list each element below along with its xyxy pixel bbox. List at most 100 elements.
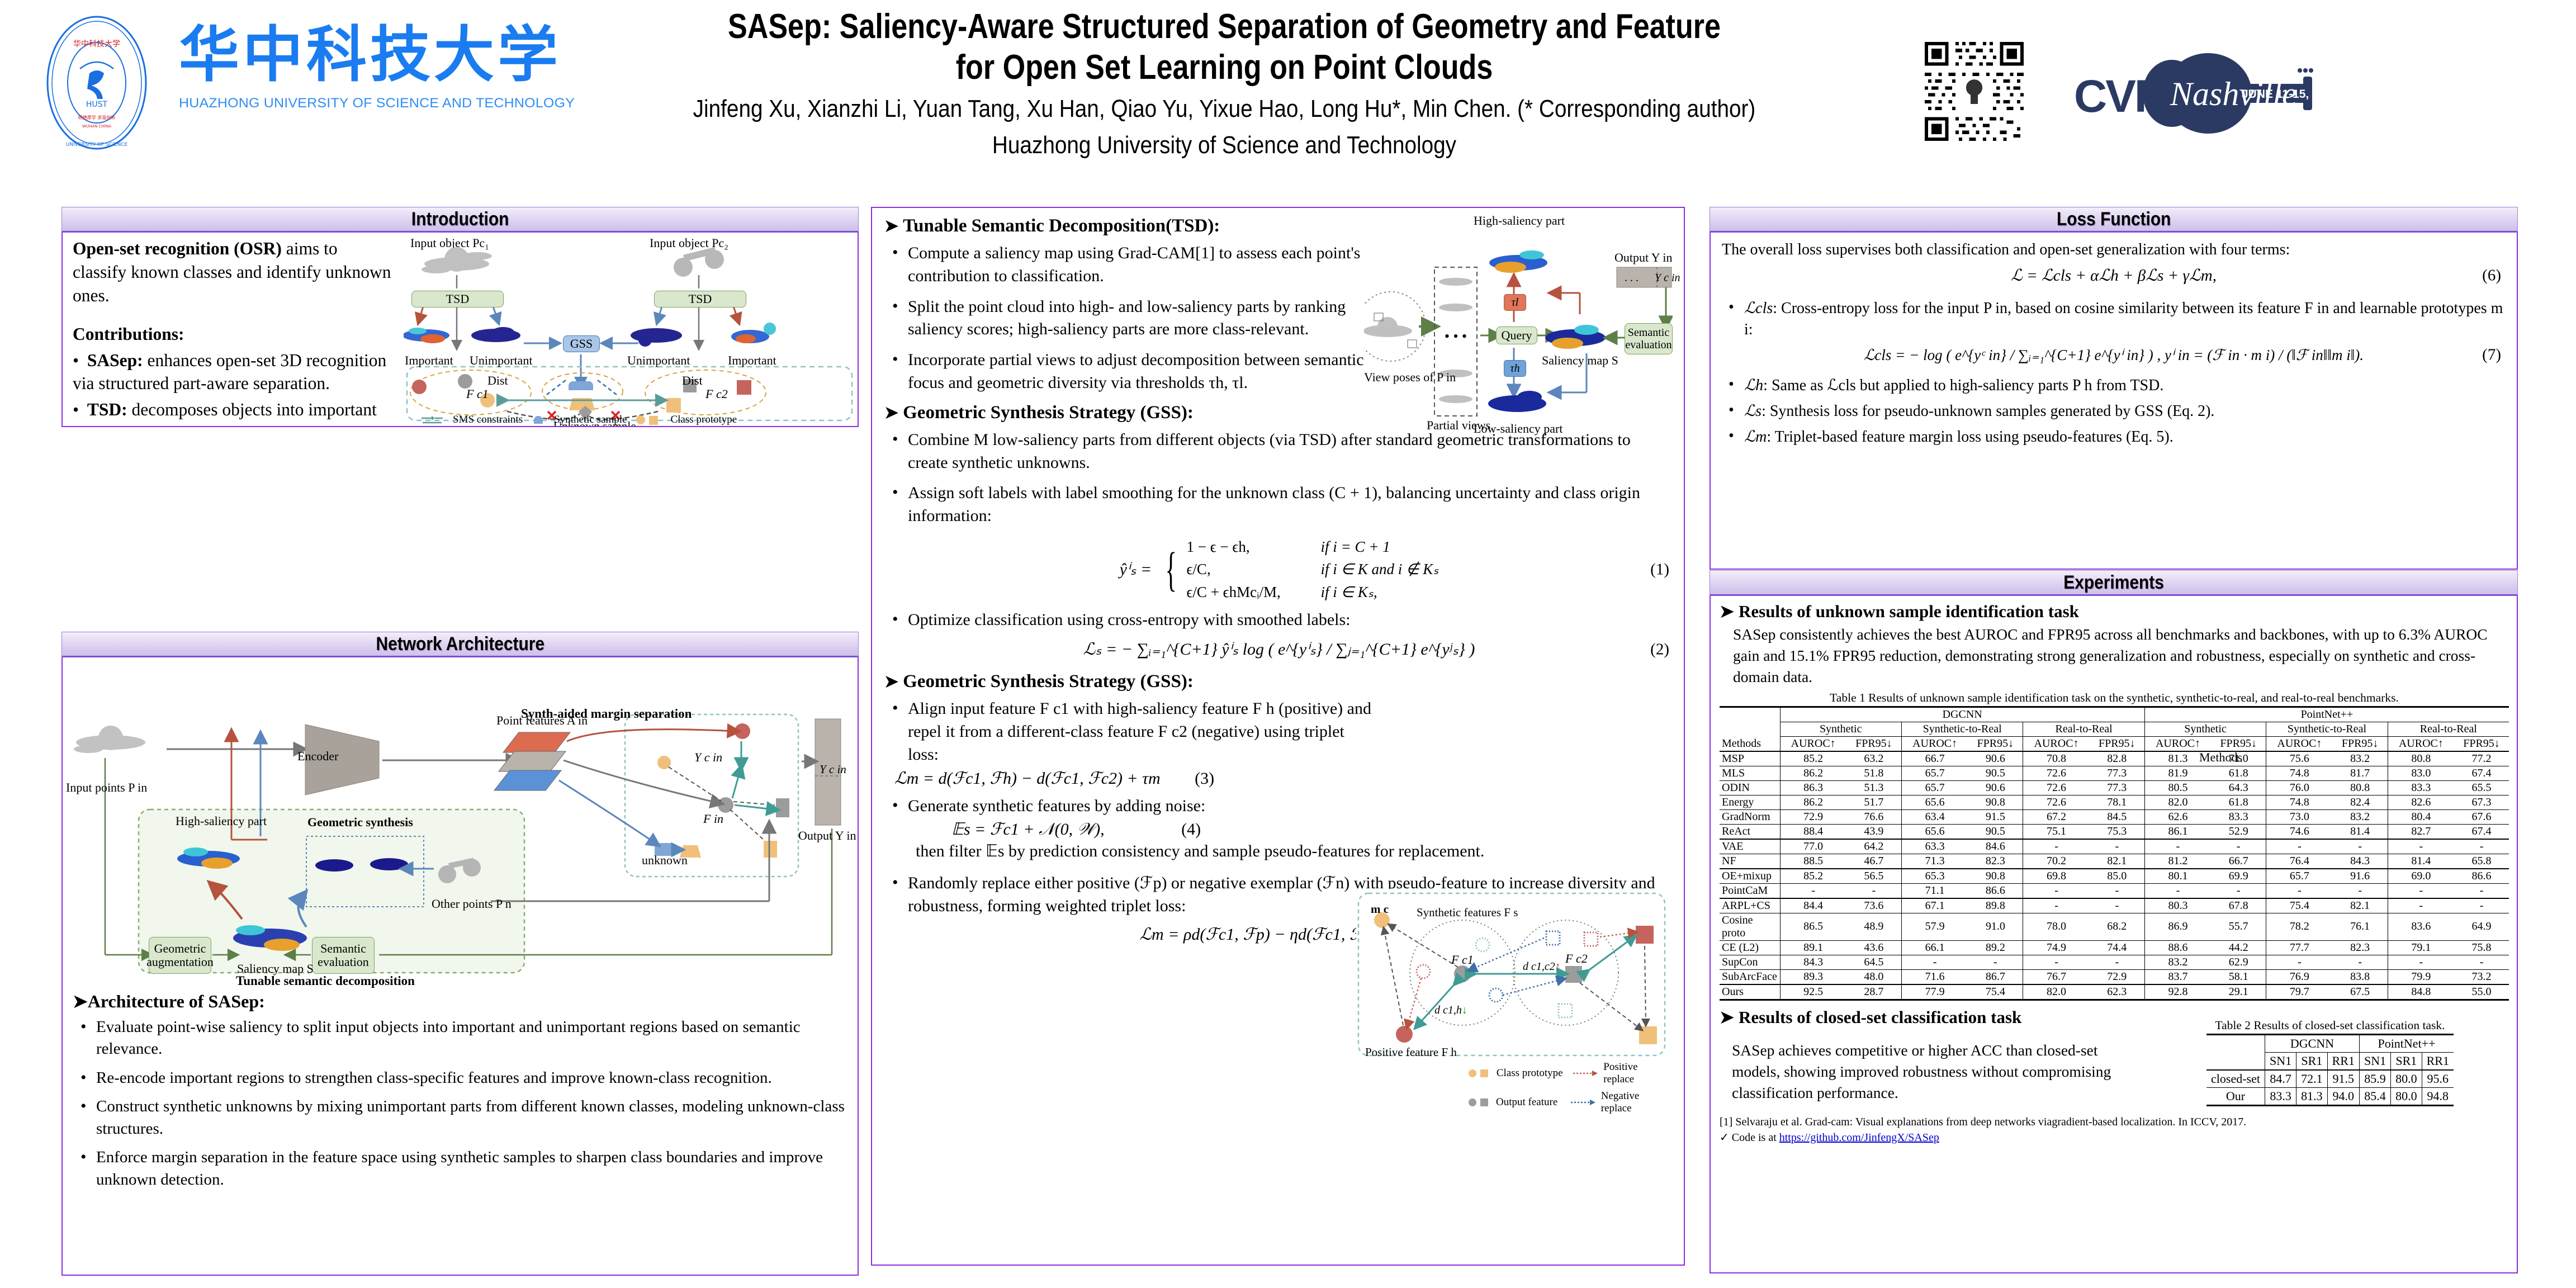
introduction-heading-label: Introduction bbox=[411, 208, 509, 230]
table1-cell: 63.2 bbox=[1864, 752, 1884, 765]
network-architecture-heading-label: Network Architecture bbox=[376, 633, 544, 655]
table1-cell: 81.4 bbox=[2350, 825, 2370, 837]
table1-metric-row: Methods AUROC↑ FPR95↓ AUROC↑ FPR95↓ AURO… bbox=[1720, 736, 2509, 751]
gss-box: GSS bbox=[563, 335, 600, 352]
panel-loss-function: Loss Function The overall loss supervise… bbox=[1710, 207, 2518, 570]
gss1-section-title: ➤ Geometric Synthesis Strategy (GSS): bbox=[884, 402, 1674, 423]
svg-text:HUST: HUST bbox=[86, 100, 108, 109]
code-repo-link[interactable]: https://github.com/JinfengX/SASep bbox=[1779, 1131, 1939, 1144]
table1-cell: 82.1 bbox=[2107, 854, 2127, 867]
page-title-line2: for Open Set Learning on Point Clouds bbox=[955, 48, 1493, 87]
table1-cell: 65.7 bbox=[1901, 766, 1968, 781]
table1-cell: 80.1 bbox=[2144, 868, 2212, 884]
table1-cell: 74.6 bbox=[2266, 824, 2333, 839]
table-row: PointCaM - -71.1 86.6- - - - - - - - bbox=[1720, 883, 2509, 898]
table1-cell: 51.7 bbox=[1864, 795, 1884, 808]
table1-cell: 82.0 bbox=[2023, 984, 2090, 1000]
table1-cell: 73.2 bbox=[2471, 970, 2492, 983]
table2-subcol-0: SN1 bbox=[2264, 1052, 2296, 1070]
table1-cell: 80.4 bbox=[2387, 809, 2455, 825]
equation-7-number: (7) bbox=[2482, 345, 2501, 364]
loss-intro: The overall loss supervises both classif… bbox=[1722, 241, 2290, 258]
intro-lead-bold: Open-set recognition (OSR) bbox=[73, 239, 282, 258]
experiments-content: ➤ Results of unknown sample identificatio… bbox=[1711, 596, 2517, 1145]
table1-cell: 82.3 bbox=[2350, 941, 2370, 954]
fig-label-dist-left: Dist bbox=[487, 373, 508, 387]
table1-cell: 90.5 bbox=[1985, 766, 2005, 779]
table1-cell: - bbox=[2115, 899, 2119, 912]
positive-replace-icon bbox=[1573, 1071, 1598, 1076]
table1-cell: - bbox=[2479, 955, 2484, 968]
fig-label-f-c2: F c2 bbox=[705, 387, 728, 401]
table1-cell: 69.8 bbox=[2023, 868, 2090, 884]
table1-cell: - bbox=[2479, 884, 2484, 897]
gss1-section-title-label: Geometric Synthesis Strategy (GSS): bbox=[903, 402, 1194, 423]
gss-positive-feature-label: Positive feature F h bbox=[1365, 1045, 1457, 1059]
table2-cell: 81.3 bbox=[2296, 1087, 2328, 1106]
table1-cell: 64.5 bbox=[1864, 955, 1884, 968]
experiments-body: ➤ Results of unknown sample identificatio… bbox=[1710, 596, 2518, 1273]
table2-cell: 83.3 bbox=[2264, 1087, 2296, 1106]
table1-cell: 81.3 bbox=[2144, 751, 2212, 766]
gss1-bullet-1: Assign soft labels with label smoothing … bbox=[884, 481, 1674, 528]
table1-cell: 84.3 bbox=[2350, 854, 2370, 867]
gss-synthetic-features-label: Synthetic features F s bbox=[1417, 906, 1518, 919]
loss-bullet-1: ℒh: Same as ℒcls but applied to high-sal… bbox=[1722, 374, 2506, 396]
gss1-bullet-2: Optimize classification using cross-entr… bbox=[884, 608, 1674, 632]
table1-cell: 67.8 bbox=[2228, 899, 2248, 912]
loss-bullet-0-lead: ℒcls bbox=[1744, 299, 1773, 317]
footnote-code: ✓ Code is at https://github.com/JinfengX… bbox=[1720, 1130, 2509, 1145]
table-row: Energy 86.2 51.7 65.6 90.8 72.6 78.1 82.0 61.8 74… bbox=[1720, 795, 2509, 810]
table1-benchmark-1: Synthetic-to-Real bbox=[1901, 722, 2023, 737]
tsd-y-in-c-label: Y c in bbox=[1655, 272, 1680, 284]
y-in-c-label: Y c in bbox=[694, 750, 723, 764]
table1-cell: 76.1 bbox=[2350, 920, 2370, 933]
table1-method-name: Cosine proto bbox=[1722, 913, 1753, 939]
closed-task-heading: ➤ Results of closed-set classification ta… bbox=[1720, 1007, 2143, 1027]
table1-benchmark-3: Synthetic bbox=[2144, 722, 2266, 737]
table1-cell: 65.8 bbox=[2471, 854, 2492, 867]
tsd-tau-l-box: τl bbox=[1504, 294, 1526, 311]
table1-cell: 77.2 bbox=[2471, 752, 2492, 765]
equation-1-brace: { bbox=[1165, 542, 1177, 596]
table1-cell: - bbox=[2387, 955, 2455, 970]
experiments-heading: Experiments bbox=[1710, 570, 2518, 596]
table-row: ODIN 86.3 51.3 65.7 90.6 72.6 77.3 80.5 64.3 76.0… bbox=[1720, 780, 2509, 795]
semantic-evaluation-box: Semantic evaluation bbox=[312, 937, 375, 974]
overview-figure-legend: SMS constraints Synthetic sample Class p… bbox=[420, 413, 845, 426]
methods-body: ➤Tunable Semantic Decomposition(TSD): Co… bbox=[871, 207, 1685, 1266]
table1-cell: 89.1 bbox=[1779, 940, 1846, 955]
table1-cell: 61.8 bbox=[2228, 766, 2248, 779]
table1-cell: 44.2 bbox=[2228, 941, 2248, 954]
tsd-figure: • • • bbox=[1364, 214, 1680, 460]
hust-seal-icon: HUST 华中科技大学 明德厚学 求是创新 WUHAN CHINA UNIVER… bbox=[46, 16, 147, 150]
table1-cell: 48.0 bbox=[1864, 970, 1884, 983]
loss-bullet-2: ℒs: Synthesis loss for pseudo-unknown sa… bbox=[1722, 400, 2506, 422]
table1-cell: 51.8 bbox=[1864, 766, 1884, 779]
table1-cell: - bbox=[1779, 883, 1846, 898]
class-prototype-icon bbox=[636, 415, 659, 425]
table-row: closed-set 84.7 72.1 91.5 85.9 80.0 95.6 bbox=[2206, 1069, 2454, 1088]
table1-cell: 86.1 bbox=[2144, 824, 2212, 839]
qr-code-icon[interactable] bbox=[1925, 42, 2024, 141]
table1-cell: 66.7 bbox=[2228, 854, 2248, 867]
gss-f-c2-label: F c2 bbox=[1565, 951, 1588, 965]
svg-text:华中科技大学: 华中科技大学 bbox=[73, 40, 120, 49]
tsd-bullet-1: Split the point cloud into high- and low… bbox=[884, 295, 1376, 342]
table2-methods-header: Methods bbox=[2199, 750, 2242, 764]
table1-method-name: NF bbox=[1722, 854, 1736, 867]
gss2-bullet-0: Align input feature F c1 with high-salie… bbox=[884, 697, 1376, 766]
table1-cell: - bbox=[2358, 884, 2362, 897]
closed-set-table-col: Table 2 Results of closed-set classifica… bbox=[2151, 750, 2509, 1106]
table1-cell: - bbox=[2266, 883, 2333, 898]
tsd-figure-graphics: • • • bbox=[1364, 250, 1673, 416]
table1-cell: 88.5 bbox=[1779, 854, 1846, 869]
equation-4-body: 𝔼s = ℱc1 + 𝒩(0, 𝒲), bbox=[951, 820, 1105, 839]
table1-cell: 62.3 bbox=[2107, 985, 2127, 998]
table2-head: DGCNN PointNet++ SN1 SR1 RR1 SN1 SR1 RR1 bbox=[2206, 1034, 2454, 1070]
equation-4-followup: then filter 𝔼s by prediction consistency… bbox=[916, 842, 1485, 861]
svg-text:CVPR: CVPR bbox=[2074, 71, 2196, 122]
table1-metric-down-1: FPR95↓ bbox=[1977, 737, 2014, 750]
experiments-heading-label: Experiments bbox=[2063, 571, 2164, 593]
table1-method-name: Energy bbox=[1722, 795, 1754, 808]
